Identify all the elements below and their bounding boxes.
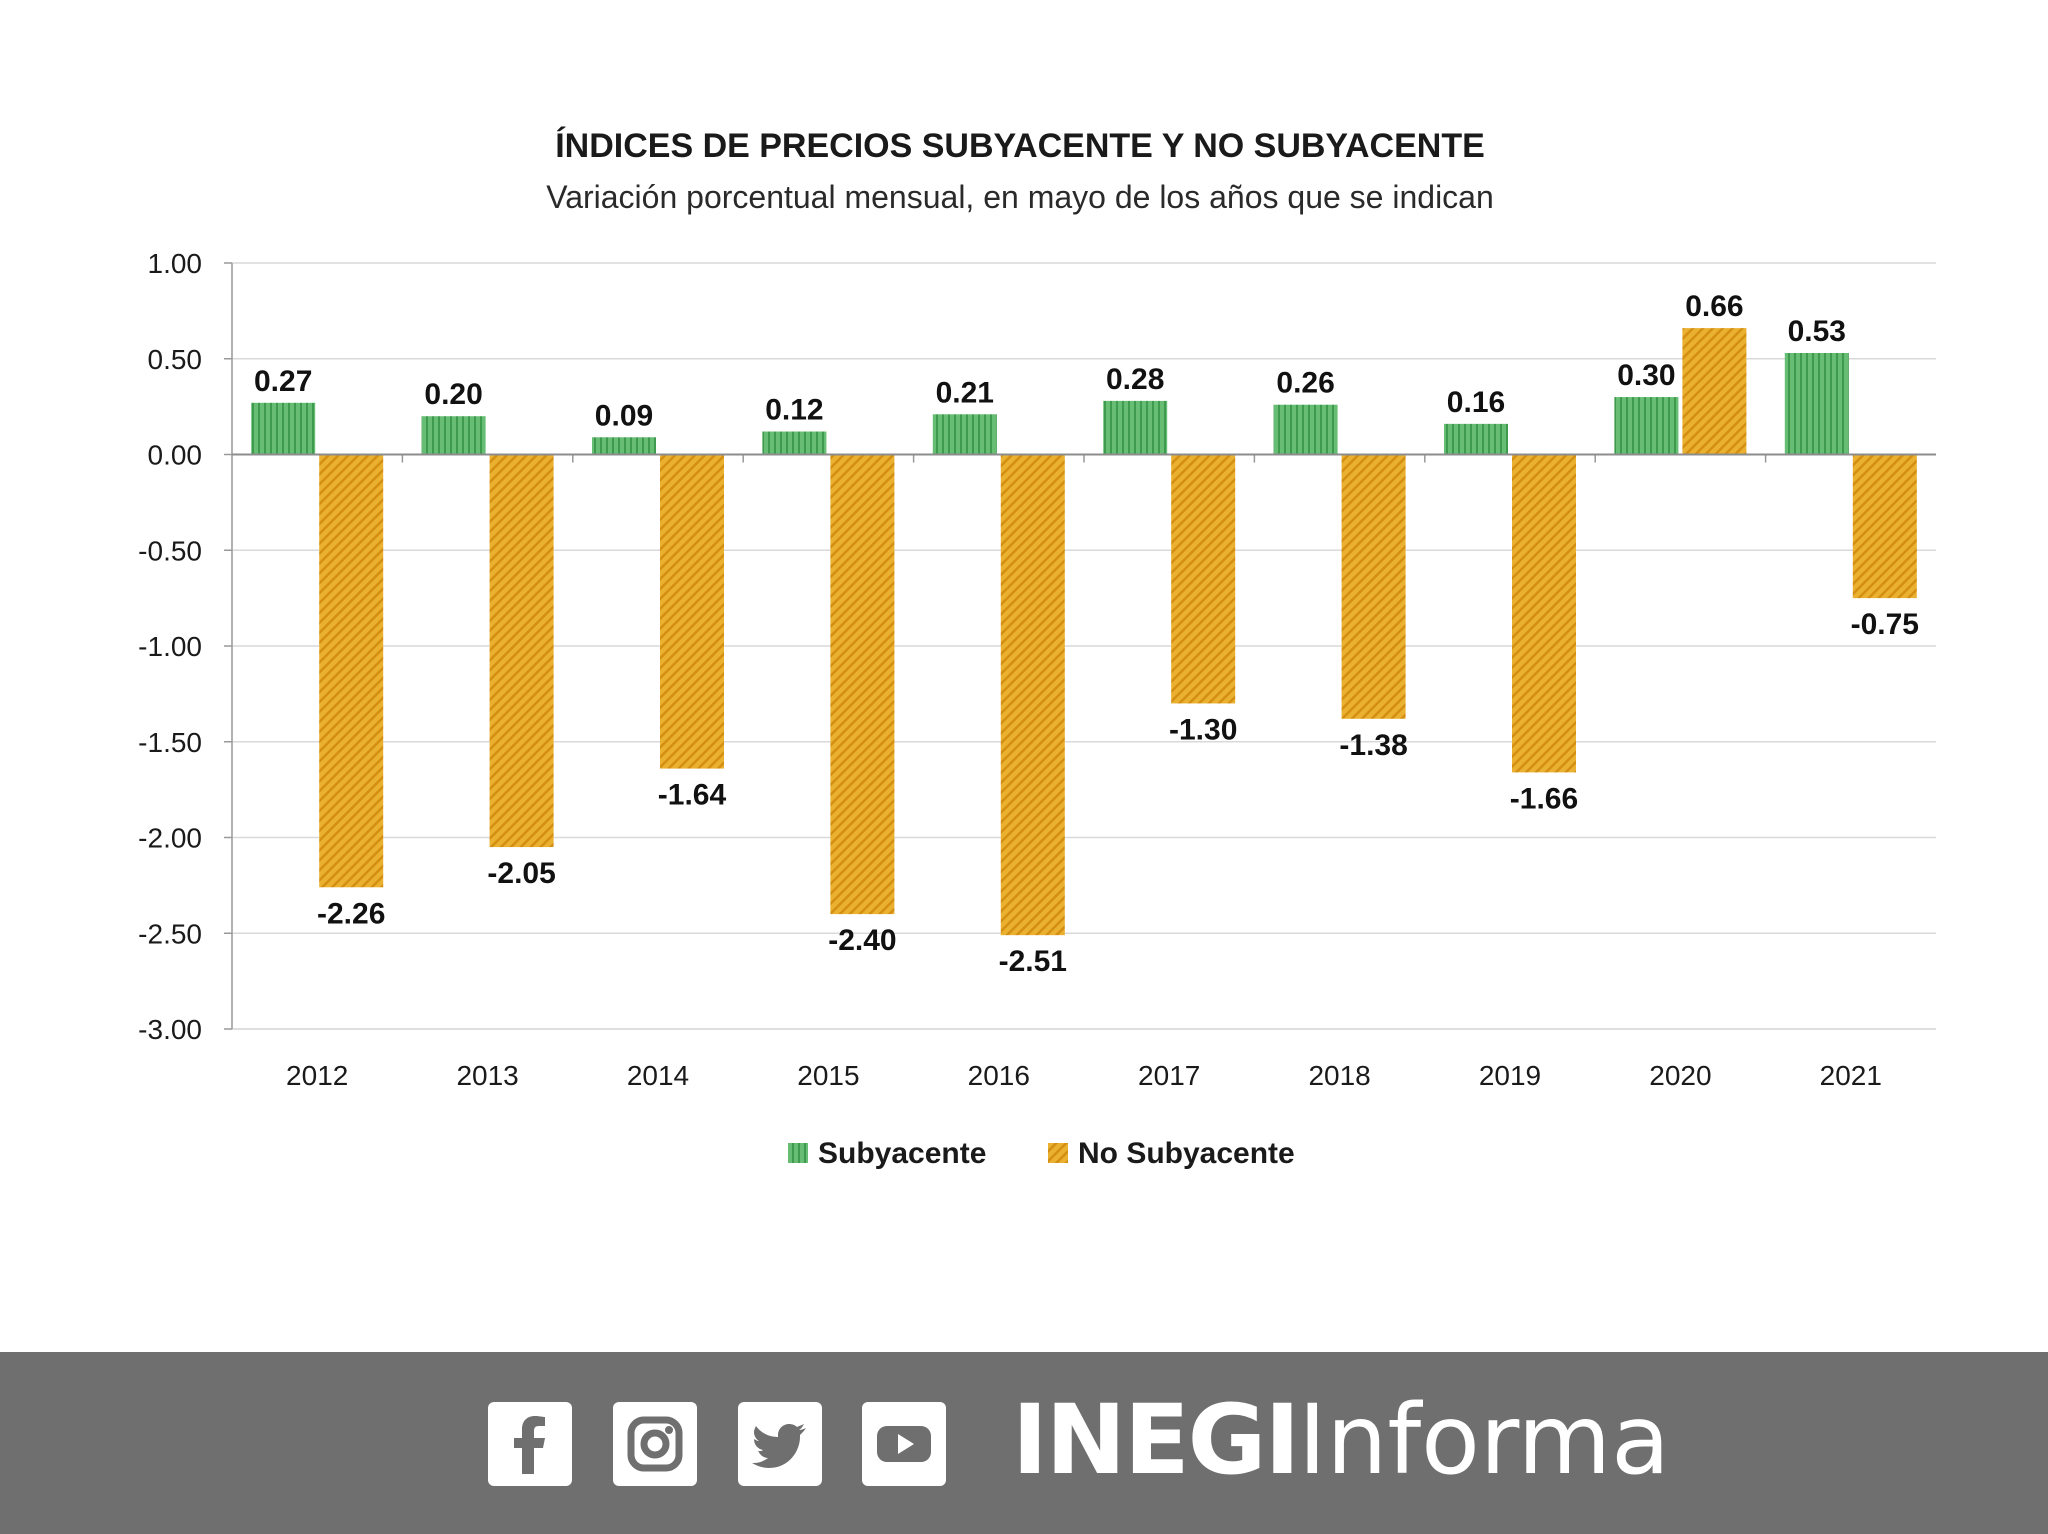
chart-subtitle: Variación porcentual mensual, en mayo de… [546,179,1494,215]
chart-title: ÍNDICES DE PRECIOS SUBYACENTE Y NO SUBYA… [555,127,1485,165]
legend-label-subyacente: Subyacente [818,1137,986,1170]
data-label-no-subyacente: 0.66 [1685,290,1743,323]
axes: 1.00 0.50 0.00 -0.50 -1.00 -1.50 -2.00 -2.50 -3.… [138,248,1936,1091]
legend-swatch-subyacente [788,1143,808,1163]
x-tick-label: 2018 [1308,1060,1370,1091]
data-label-subyacente: 0.09 [595,399,653,432]
data-label-no-subyacente: -1.38 [1339,729,1407,762]
y-tick-label: -2.50 [138,918,202,949]
twitter-icon[interactable] [738,1402,822,1486]
x-tick-label: 2020 [1649,1060,1711,1091]
bar-no-subyacente [1341,454,1406,719]
bar-no-subyacente [660,454,724,769]
bar-subyacente [421,416,486,455]
bar-no-subyacente [1512,454,1576,773]
bars [251,328,1917,936]
inegi-informa-logo: INEGIInforma [1012,1380,1670,1500]
bar-no-subyacente [1682,328,1747,455]
bar-no-subyacente [1171,454,1236,704]
bar-subyacente [592,437,656,455]
data-label-subyacente: 0.20 [424,378,482,411]
data-label-no-subyacente: -2.51 [999,945,1067,978]
x-tick-label: 2015 [797,1060,859,1091]
y-tick-label: -0.50 [138,535,202,566]
y-tick-label: -3.00 [138,1014,202,1045]
bar-no-subyacente [830,454,895,915]
bar-subyacente [932,414,997,455]
y-tick-label: -1.50 [138,727,202,758]
data-label-no-subyacente: -2.40 [828,924,896,957]
x-tick-label: 2021 [1820,1060,1882,1091]
x-tick-label: 2014 [627,1060,689,1091]
bar-no-subyacente [319,454,384,888]
data-label-subyacente: 0.16 [1447,386,1505,419]
brand-bold: INEGI [1012,1384,1300,1496]
y-tick-label: -2.00 [138,823,202,854]
bar-subyacente [1444,423,1508,455]
bar-subyacente [1614,397,1679,455]
facebook-icon[interactable] [488,1402,572,1486]
data-label-subyacente: 0.12 [765,394,823,427]
x-tick-label: 2017 [1138,1060,1200,1091]
bar-no-subyacente [1000,454,1065,936]
data-label-subyacente: 0.21 [936,376,994,409]
y-tick-label: 0.50 [148,344,203,375]
data-label-subyacente: 0.30 [1617,359,1675,392]
x-tick-label: 2019 [1479,1060,1541,1091]
x-tick-label: 2012 [286,1060,348,1091]
data-labels: 0.27 -2.26 0.20 -2.05 0.09 -1.64 0.12 -2.40 0.21… [254,290,1919,978]
data-label-subyacente: 0.27 [254,365,312,398]
bar-subyacente [1273,404,1338,455]
bar-subyacente [762,431,827,455]
footer-bar: INEGIInforma [0,1352,2048,1534]
y-tick-label: 0.00 [148,440,203,471]
bar-subyacente [1784,353,1849,455]
legend-label-no-subyacente: No Subyacente [1078,1137,1295,1170]
data-label-no-subyacente: -1.66 [1510,782,1578,815]
x-tick-label: 2016 [968,1060,1030,1091]
youtube-icon[interactable] [862,1402,946,1486]
chart: ÍNDICES DE PRECIOS SUBYACENTE Y NO SUBYA… [138,127,1936,1170]
data-label-subyacente: 0.53 [1788,315,1846,348]
data-label-subyacente: 0.28 [1106,363,1164,396]
data-label-no-subyacente: -2.05 [487,857,555,890]
gridlines [232,262,1936,1030]
y-tick-label: -1.00 [138,631,202,662]
data-label-no-subyacente: -2.26 [317,897,385,930]
legend-swatch-no-subyacente [1048,1143,1068,1163]
y-tick-label: 1.00 [148,248,203,279]
data-label-no-subyacente: -0.75 [1851,608,1919,641]
legend: Subyacente No Subyacente [788,1137,1295,1170]
brand-light: Informa [1298,1384,1670,1496]
bar-subyacente [251,402,316,455]
data-label-subyacente: 0.26 [1276,367,1334,400]
data-label-no-subyacente: -1.30 [1169,713,1237,746]
bar-subyacente [1103,400,1168,455]
data-label-no-subyacente: -1.64 [658,779,727,812]
bar-no-subyacente [489,454,554,848]
bar-no-subyacente [1852,454,1917,599]
instagram-icon[interactable] [613,1402,697,1486]
x-tick-label: 2013 [456,1060,518,1091]
